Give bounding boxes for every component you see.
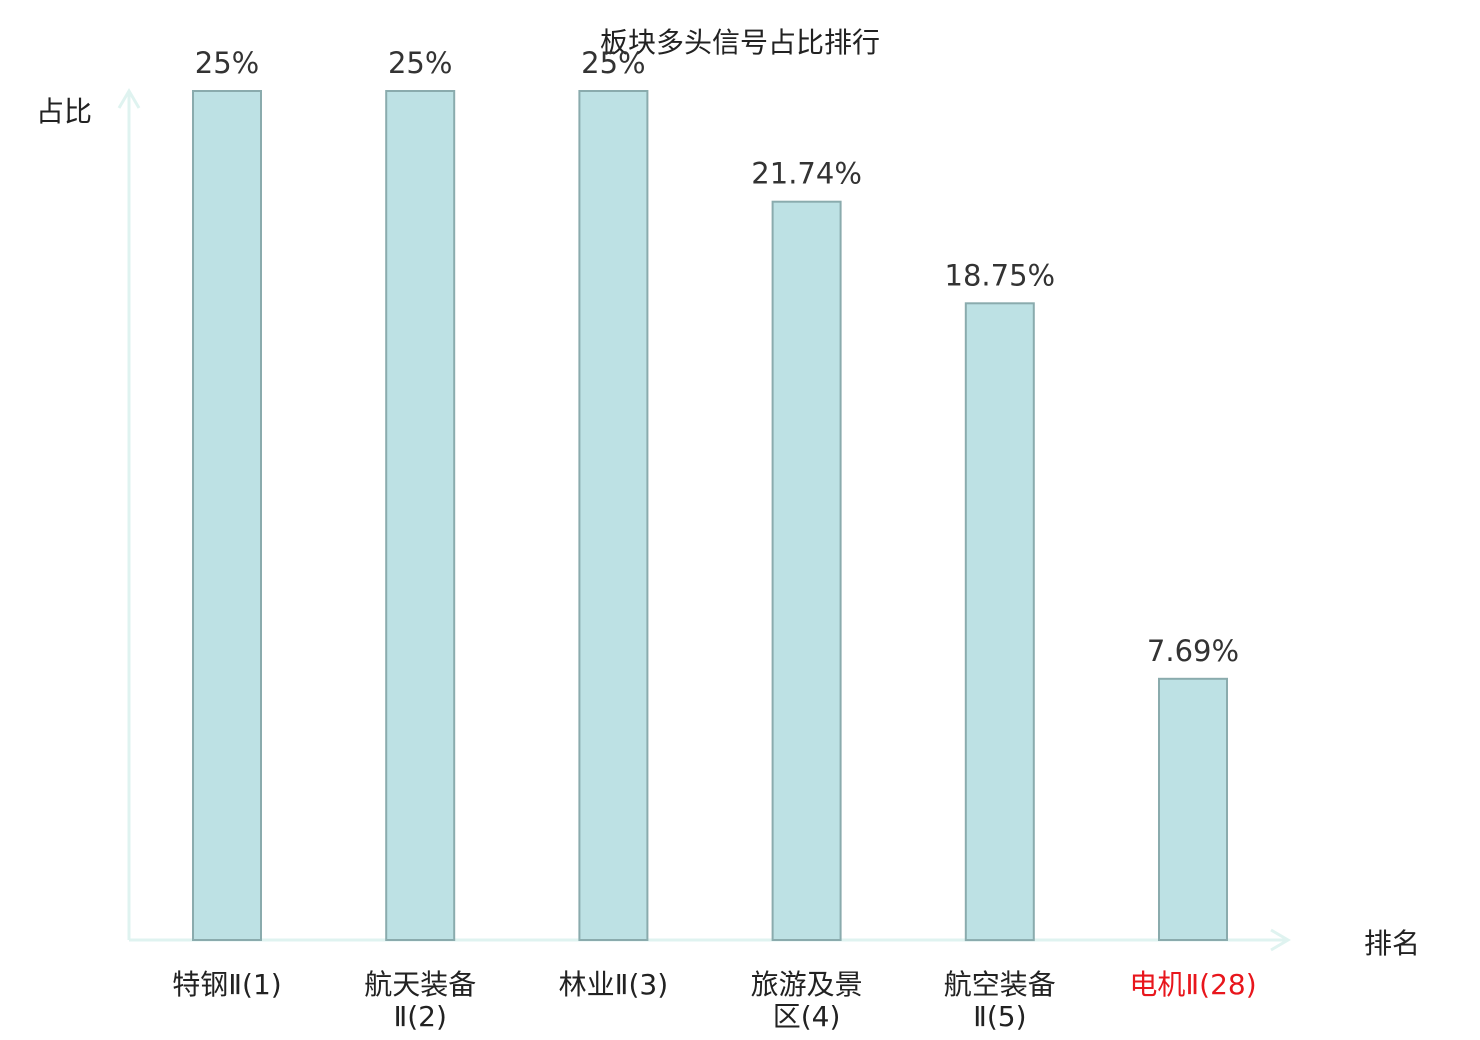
category-label: 区(4)	[773, 1000, 841, 1033]
bar	[385, 90, 456, 941]
x-axis-arrow	[1270, 928, 1291, 952]
bar-value-label: 25%	[195, 46, 259, 80]
category-label: 电机Ⅱ(28)	[1129, 968, 1256, 1001]
bar	[1158, 677, 1228, 941]
value-labels-group: 25% 25% 25% 21.74% 18.75% 7.69%	[195, 46, 1239, 668]
category-label: 特钢Ⅱ(1)	[172, 968, 281, 1001]
y-axis	[117, 88, 141, 940]
x-axis	[129, 928, 1291, 952]
category-label: 旅游及景	[751, 968, 863, 1001]
chart-title: 板块多头信号占比排行	[600, 26, 880, 59]
y-axis-arrow	[117, 88, 141, 109]
bar	[964, 302, 1035, 942]
y-axis-label: 占比	[36, 95, 92, 128]
bar	[578, 90, 649, 941]
category-label: Ⅱ(5)	[973, 1000, 1026, 1033]
bar-value-label: 21.74%	[751, 157, 862, 191]
bars-group	[192, 90, 1228, 942]
category-label: Ⅱ(2)	[393, 1000, 446, 1033]
category-label: 航空装备	[944, 968, 1056, 1001]
category-label: 林业Ⅱ(3)	[559, 968, 668, 1001]
bar-value-label: 25%	[388, 46, 452, 80]
x-axis-label: 排名	[1364, 927, 1420, 960]
bar-value-label: 7.69%	[1147, 634, 1239, 668]
bar	[771, 200, 842, 941]
bar-value-label: 25%	[581, 46, 645, 80]
bar-value-label: 18.75%	[945, 258, 1056, 292]
bar	[192, 90, 262, 941]
category-label: 航天装备	[364, 968, 476, 1001]
